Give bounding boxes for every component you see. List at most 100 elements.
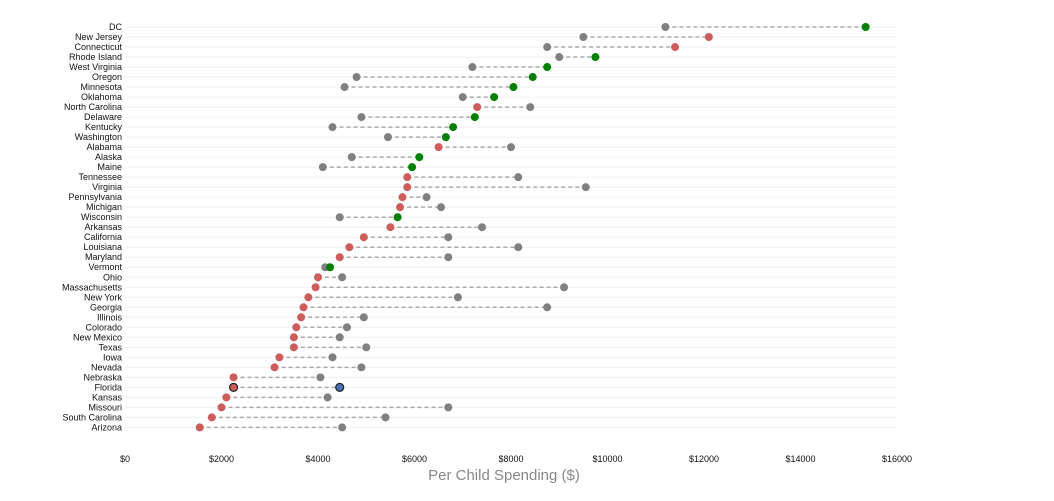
chart-row: Iowa — [103, 352, 897, 362]
comparison-dot[interactable] — [422, 193, 431, 202]
x-axis: $0 $2000 $4000 $6000 $8000 $10000 $12000 $14000… — [120, 454, 912, 464]
comparison-dot[interactable] — [359, 313, 368, 322]
state-value-dot[interactable] — [434, 143, 443, 152]
comparison-dot[interactable] — [357, 113, 366, 122]
comparison-dot[interactable] — [318, 163, 327, 172]
comparison-dot[interactable] — [342, 323, 351, 332]
state-value-dot[interactable] — [386, 223, 395, 232]
comparison-dot[interactable] — [526, 103, 535, 112]
state-value-dot[interactable] — [528, 73, 537, 82]
state-value-dot[interactable] — [326, 263, 335, 272]
state-value-dot[interactable] — [473, 103, 482, 112]
comparison-dot[interactable] — [381, 413, 390, 422]
comparison-dot[interactable] — [328, 123, 337, 132]
state-value-dot[interactable] — [275, 353, 284, 362]
comparison-dot[interactable] — [352, 73, 361, 82]
comparison-dot[interactable] — [507, 143, 515, 152]
state-value-dot[interactable] — [299, 303, 308, 312]
comparison-dot[interactable] — [357, 363, 366, 372]
state-value-dot[interactable] — [292, 323, 301, 332]
state-label: Iowa — [103, 352, 122, 362]
state-value-dot[interactable] — [490, 93, 499, 102]
comparison-dot[interactable] — [335, 213, 344, 222]
comparison-dot[interactable] — [514, 173, 523, 182]
comparison-dot[interactable] — [661, 23, 670, 31]
comparison-dot[interactable] — [555, 53, 564, 62]
chart-row: Washington — [75, 132, 897, 142]
comparison-dot[interactable] — [581, 183, 590, 192]
state-value-dot[interactable] — [449, 123, 458, 132]
state-value-dot[interactable] — [222, 393, 231, 402]
comparison-dot[interactable] — [338, 423, 347, 432]
comparison-dot[interactable] — [458, 93, 467, 102]
comparison-dot[interactable] — [335, 382, 345, 392]
state-value-dot[interactable] — [403, 183, 412, 192]
chart-row: Nebraska — [83, 372, 897, 382]
comparison-dot[interactable] — [444, 403, 453, 412]
x-tick-label: $12000 — [689, 454, 719, 464]
state-value-dot[interactable] — [304, 293, 313, 302]
comparison-dot[interactable] — [543, 303, 552, 312]
state-value-dot[interactable] — [509, 83, 518, 92]
comparison-dot[interactable] — [437, 203, 446, 212]
x-tick-label: $2000 — [209, 454, 234, 464]
state-value-dot[interactable] — [393, 213, 402, 222]
state-value-dot[interactable] — [335, 253, 344, 262]
comparison-dot[interactable] — [444, 253, 453, 262]
state-value-dot[interactable] — [408, 163, 417, 172]
state-value-dot[interactable] — [543, 63, 552, 72]
comparison-dot[interactable] — [560, 283, 569, 292]
state-value-dot[interactable] — [345, 243, 354, 252]
state-label: Georgia — [90, 302, 122, 312]
chart-row: New Jersey — [75, 32, 897, 42]
comparison-dot[interactable] — [383, 133, 392, 142]
chart-row: Georgia — [90, 302, 897, 312]
state-value-dot[interactable] — [314, 273, 322, 282]
chart-row: Pennsylvania — [68, 192, 897, 202]
state-value-dot[interactable] — [311, 283, 320, 292]
state-value-dot[interactable] — [441, 133, 450, 142]
chart-row: Delaware — [84, 112, 897, 122]
state-value-dot[interactable] — [591, 53, 600, 62]
chart-row: Maryland — [85, 252, 897, 262]
state-value-dot[interactable] — [195, 423, 204, 432]
state-value-dot[interactable] — [396, 203, 405, 212]
comparison-dot[interactable] — [338, 273, 347, 282]
state-value-dot[interactable] — [289, 333, 298, 342]
state-value-dot[interactable] — [229, 373, 238, 382]
state-value-dot[interactable] — [207, 413, 216, 422]
comparison-dot[interactable] — [468, 63, 477, 72]
comparison-dot[interactable] — [579, 33, 588, 42]
state-value-dot[interactable] — [398, 193, 407, 202]
state-value-dot[interactable] — [217, 403, 226, 412]
chart-row: Alabama — [86, 142, 897, 152]
comparison-dot[interactable] — [316, 373, 325, 382]
state-value-dot[interactable] — [403, 173, 412, 182]
comparison-dot[interactable] — [323, 393, 332, 402]
comparison-dot[interactable] — [453, 293, 462, 302]
state-label: Illinois — [97, 312, 123, 322]
state-value-dot[interactable] — [289, 343, 298, 352]
comparison-dot[interactable] — [514, 243, 523, 252]
comparison-dot[interactable] — [543, 43, 552, 52]
comparison-dot[interactable] — [362, 343, 371, 352]
state-value-dot[interactable] — [297, 313, 306, 322]
comparison-dot[interactable] — [347, 153, 356, 162]
state-value-dot[interactable] — [470, 113, 479, 122]
state-value-dot[interactable] — [228, 382, 239, 392]
state-value-dot[interactable] — [861, 23, 870, 31]
comparison-dot[interactable] — [340, 83, 349, 92]
state-value-dot[interactable] — [704, 33, 713, 42]
chart-row: Florida — [94, 382, 897, 392]
comparison-dot[interactable] — [328, 353, 337, 362]
state-value-dot[interactable] — [270, 363, 279, 372]
comparison-dot[interactable] — [478, 223, 487, 232]
state-value-dot[interactable] — [671, 43, 680, 52]
comparison-dot[interactable] — [444, 233, 453, 242]
state-value-dot[interactable] — [415, 153, 424, 162]
state-label: Nevada — [91, 362, 122, 372]
state-value-dot[interactable] — [359, 233, 368, 242]
state-label: Kentucky — [85, 122, 123, 132]
state-label: Florida — [94, 382, 122, 392]
comparison-dot[interactable] — [335, 333, 344, 342]
